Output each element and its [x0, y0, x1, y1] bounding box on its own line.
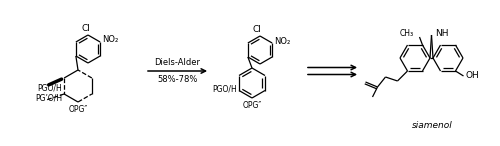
Text: NO₂: NO₂: [274, 36, 290, 46]
Text: CH₃: CH₃: [400, 29, 414, 38]
Text: 58%-78%: 58%-78%: [158, 75, 198, 84]
Text: OH: OH: [466, 72, 479, 80]
Text: PGO/H: PGO/H: [212, 84, 237, 93]
Text: PGO/H: PGO/H: [38, 84, 62, 93]
Text: NH: NH: [436, 29, 449, 39]
Text: OPG″: OPG″: [68, 105, 87, 114]
Text: OPG″: OPG″: [242, 101, 262, 110]
Text: NO₂: NO₂: [102, 35, 118, 45]
Text: Cl: Cl: [252, 25, 262, 34]
Text: siamenol: siamenol: [412, 121, 453, 130]
Text: Diels-Alder: Diels-Alder: [154, 58, 200, 67]
Text: PG’O/H: PG’O/H: [35, 93, 62, 102]
Text: Cl: Cl: [82, 24, 90, 33]
